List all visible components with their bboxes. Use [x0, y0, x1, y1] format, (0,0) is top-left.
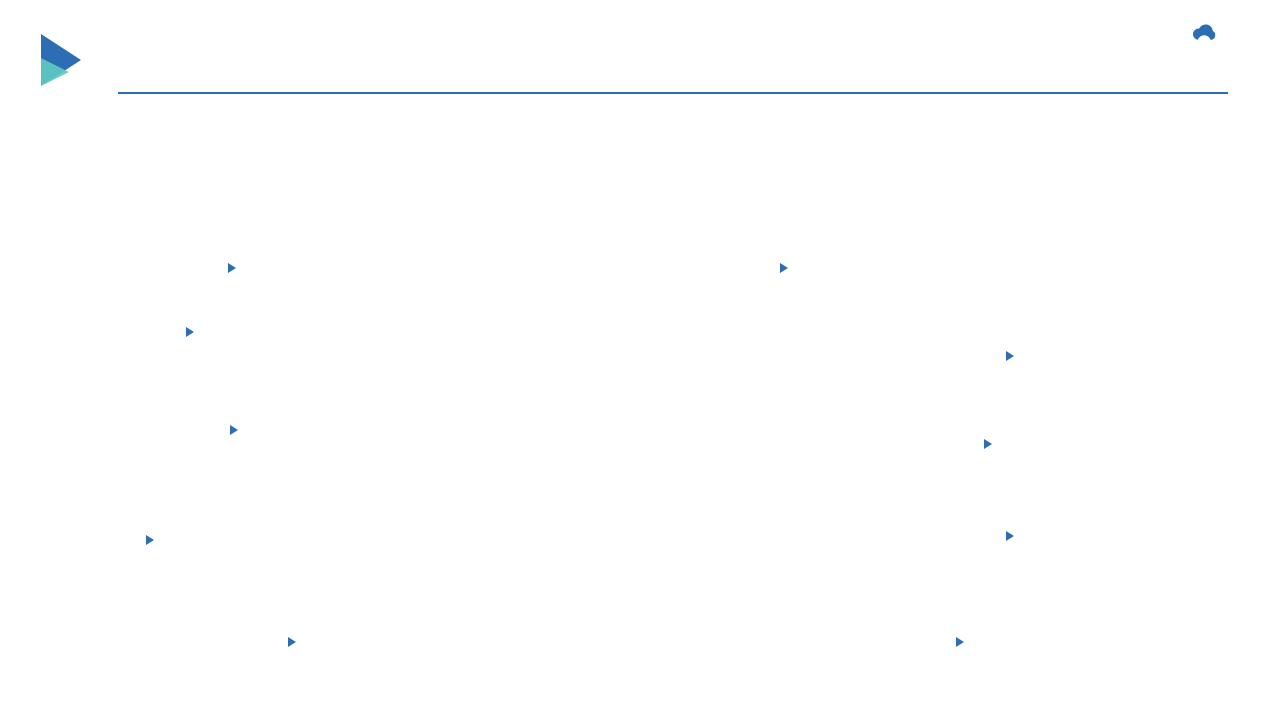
- feature-label-right-0: [776, 258, 788, 278]
- header-bullet-icon: [35, 30, 95, 95]
- feature-label-right-4: [952, 632, 964, 652]
- heading-underline: [118, 92, 1228, 94]
- isometric-illustration: [320, 230, 960, 670]
- feature-label-left-4: [282, 632, 296, 652]
- feature-label-left-2: [224, 420, 238, 440]
- cloud-icon: [1191, 22, 1217, 48]
- feature-label-left-1: [180, 322, 194, 342]
- feature-label-right-3: [1002, 526, 1014, 546]
- feature-label-left-0: [222, 258, 236, 278]
- brand-logo: [1191, 22, 1242, 48]
- feature-label-right-2: [980, 434, 992, 454]
- feature-diagram: [0, 220, 1280, 700]
- feature-label-right-1: [1002, 346, 1014, 366]
- feature-label-left-3: [140, 530, 154, 550]
